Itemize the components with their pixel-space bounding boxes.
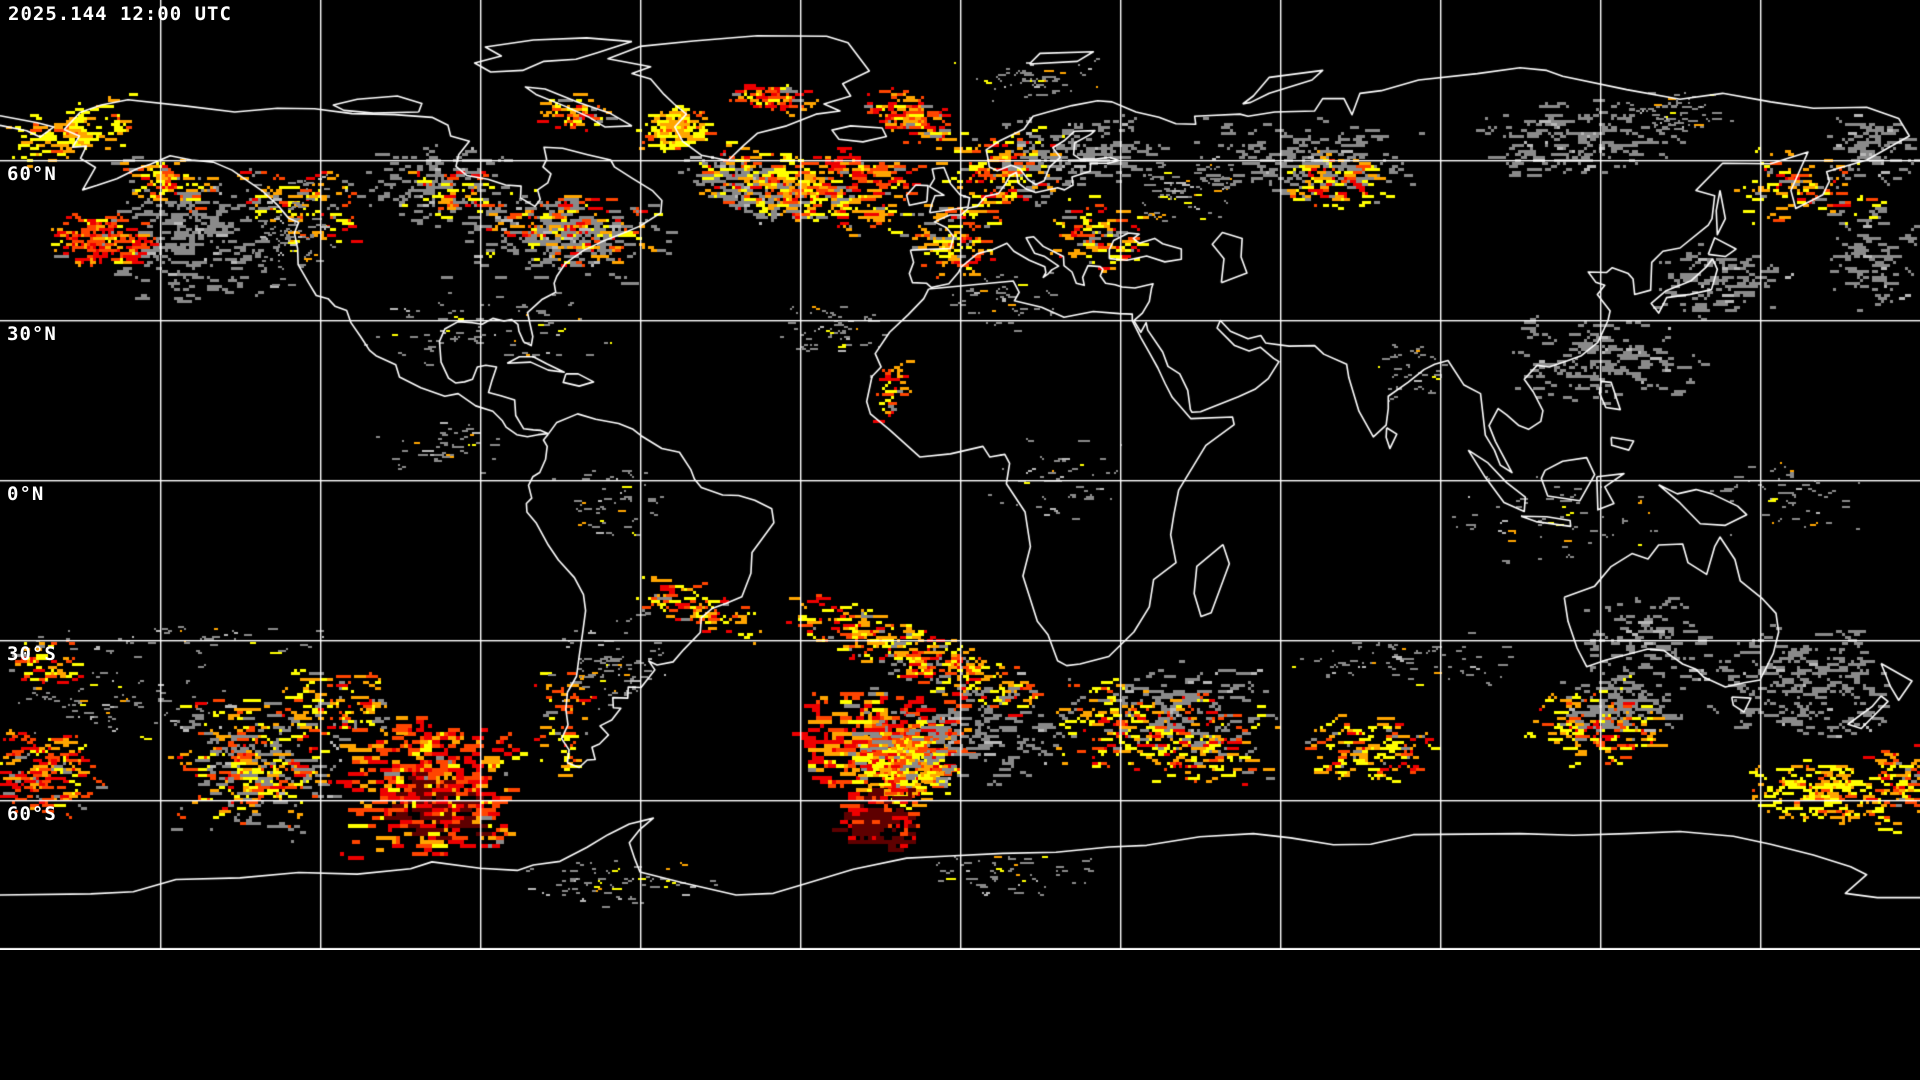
legend-bar: SLW Large Drop Index 13.5-16 16-19 19-22… [0,950,1920,1080]
lat-label-60n: 60°N [7,163,57,185]
lat-label-30n: 30°N [7,323,57,345]
lat-label-30s: 30°S [7,643,57,665]
timestamp-label: 2025.144 12:00 UTC [8,3,232,25]
lat-label-0n: 0°N [7,483,45,505]
world-map-canvas [0,0,1920,950]
lat-label-60s: 60°S [7,803,57,825]
